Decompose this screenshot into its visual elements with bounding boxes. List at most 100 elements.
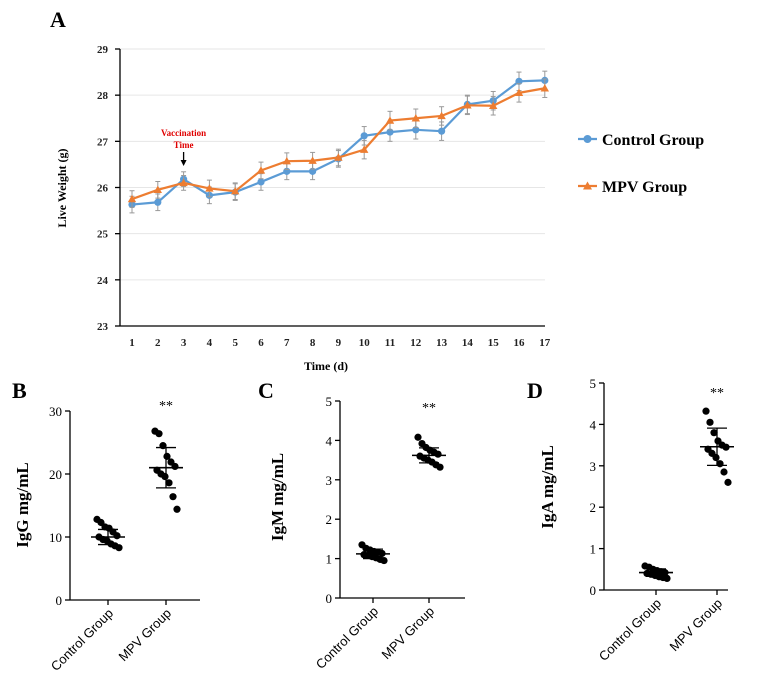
data-point-mpv-4 [163,452,171,460]
significance-marker: ** [710,386,724,401]
significance-marker: ** [159,399,173,414]
y-tick-5: 5 [590,376,597,391]
point-mpv-9 [334,153,343,161]
data-point-mpv-12 [724,478,732,486]
point-mpv-12 [411,114,420,122]
legend-marker-control [583,135,592,143]
y-tick-2: 2 [326,512,333,527]
data-point-mpv-12 [173,505,181,513]
point-mpv-11 [385,116,395,124]
x-tick-1: 1 [129,337,135,349]
category-label-control: Control Group [313,604,381,672]
legend-marker-mpv [583,181,592,190]
point-mpv-4 [205,184,214,192]
point-control-12 [412,126,420,134]
category-label-control: Control Group [48,606,116,674]
point-mpv-1 [127,194,137,203]
data-point-mpv-10 [165,479,173,487]
data-point-mpv-1 [414,433,422,441]
category-label-mpv: MPV Group [378,604,437,663]
x-tick-4: 4 [207,337,213,349]
point-mpv-14 [463,101,472,109]
data-point-control-12 [115,544,123,552]
data-point-mpv-2 [155,430,163,438]
y-tick-1: 1 [326,552,333,567]
data-point-mpv-12 [436,463,444,471]
legend-label-mpv: MPV Group [602,179,687,196]
category-label-mpv: MPV Group [666,596,725,655]
significance-marker: ** [422,401,436,416]
y-tick-23: 23 [97,321,109,333]
y-tick-30: 30 [49,404,62,419]
point-control-16 [515,77,523,85]
y-tick-0: 0 [56,593,63,608]
point-control-8 [309,167,317,175]
point-control-11 [386,128,394,136]
data-point-mpv-6 [171,462,179,471]
y-tick-3: 3 [590,459,597,474]
y-tick-5: 5 [326,394,333,409]
x-axis-label: Time (d) [304,359,348,373]
point-mpv-3 [179,178,188,187]
y-tick-20: 20 [49,467,62,482]
data-point-mpv-3 [710,429,718,437]
series-mpv [127,78,549,208]
panel-label-c: C [258,378,274,403]
y-tick-2: 2 [590,500,597,515]
y-tick-27: 27 [97,136,109,148]
point-mpv-13 [437,111,446,120]
y-axis-label-d: IgA mg/mL [538,445,557,529]
legend-label-control: Control Group [602,132,704,149]
data-point-mpv-9 [712,453,720,462]
y-tick-3: 3 [326,473,333,488]
y-axis-label-c: IgM mg/mL [268,453,287,541]
y-tick-28: 28 [97,90,109,102]
y-axis-label-b: IgG mg/mL [13,462,32,547]
y-axis-label: Live Weight (g) [55,148,69,227]
x-tick-11: 11 [385,337,395,349]
y-tick-29: 29 [97,44,109,56]
x-tick-14: 14 [462,337,474,349]
x-tick-13: 13 [436,337,448,349]
scatter-chart-igg: B IgG mg/mL 0 10 20 30 Control Group MPV Grou… [12,378,200,674]
panel-label-b: B [12,378,27,403]
y-tick-1: 1 [590,542,597,557]
point-mpv-10 [360,145,369,153]
point-control-2 [154,198,162,206]
vaccination-annotation: Vaccination Time [161,128,206,166]
legend: Control Group MPV Group [578,132,704,196]
data-point-mpv-6 [434,450,442,458]
y-tick-4: 4 [326,433,333,448]
category-label-control: Control Group [596,596,664,664]
point-mpv-6 [256,166,266,174]
y-tick-0: 0 [326,591,333,606]
y-tick-24: 24 [97,275,109,287]
annotation-line2: Time [174,140,194,150]
data-point-mpv-9 [161,472,169,481]
point-control-13 [438,127,446,135]
annotation-arrowhead-icon [180,160,187,166]
y-tick-10: 10 [49,530,62,545]
scatter-chart-iga: D IgA mg/mL 0 1 2 3 4 5 Control Group MPV Group… [527,376,734,664]
point-control-10 [360,132,368,140]
x-tick-3: 3 [181,337,187,349]
x-tick-16: 16 [514,337,526,349]
series-line-mpv [131,87,545,201]
x-tick-12: 12 [410,337,422,349]
point-mpv-15 [489,101,498,109]
point-mpv-5 [231,186,240,195]
x-tick-2: 2 [155,337,161,349]
point-mpv-17 [540,84,549,92]
y-tick-4: 4 [590,417,597,432]
category-label-mpv: MPV Group [115,606,174,665]
x-tick-10: 10 [359,337,371,349]
point-mpv-2 [153,185,162,194]
x-tick-17: 17 [539,337,551,349]
data-point-mpv-2 [706,418,714,426]
point-mpv-7 [282,156,291,165]
point-control-6 [257,178,265,186]
x-tick-15: 15 [488,337,500,349]
